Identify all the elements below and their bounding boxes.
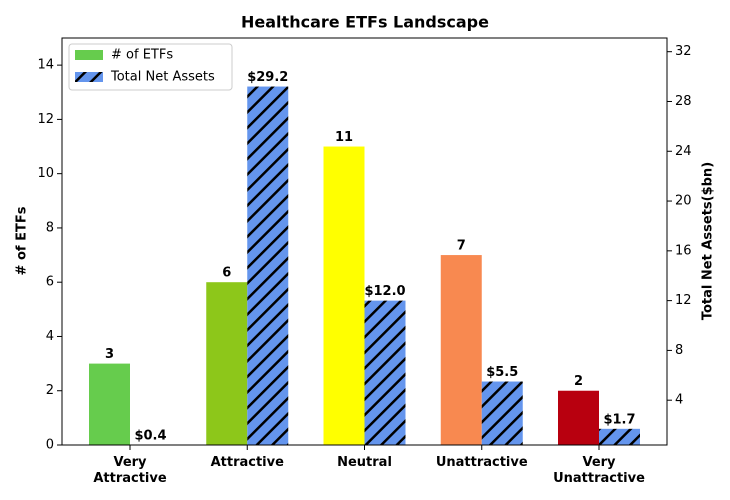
x-tick-line: Unattractive: [436, 455, 528, 470]
y2-tick-label: 20: [675, 194, 692, 209]
y-tick-label: 2: [46, 383, 54, 398]
value-label: $29.2: [247, 70, 288, 85]
legend-swatch: [75, 72, 103, 82]
bar: [481, 381, 523, 445]
x-tick-line: Attractive: [93, 471, 167, 486]
value-label: 6: [222, 266, 231, 281]
y2-axis-label: Total Net Assets($bn): [701, 162, 716, 320]
x-tick-label: Very Unattractive: [553, 455, 645, 486]
bar: [323, 146, 365, 446]
x-tick-label: Unattractive: [436, 455, 528, 470]
bar: [89, 363, 130, 445]
bar: [247, 86, 289, 445]
bar: [364, 300, 406, 445]
chart-title: Healthcare ETFs Landscape: [241, 13, 489, 32]
y2-tick-label: 12: [675, 293, 692, 308]
y2-tick-label: 4: [675, 393, 683, 408]
value-label: $5.5: [486, 365, 518, 380]
y-tick-label: 4: [46, 329, 54, 344]
y2-tick-label: 24: [675, 144, 692, 159]
x-tick-label: Attractive: [211, 455, 285, 470]
x-tick-label: Neutral: [337, 455, 392, 470]
bar: [206, 282, 248, 445]
plot-frame: [61, 37, 668, 446]
value-label: 3: [105, 347, 114, 362]
value-label: $0.4: [134, 429, 166, 444]
bar: [440, 255, 482, 445]
y-tick-label: 6: [46, 275, 54, 290]
bar: [599, 428, 640, 445]
y2-tick-label: 32: [675, 44, 692, 59]
value-label: $1.7: [603, 412, 635, 427]
y2-tick-label: 8: [675, 343, 683, 358]
value-label: 11: [335, 130, 353, 145]
y-axis-label: # of ETFs: [15, 206, 30, 275]
y-tick-label: 8: [46, 220, 54, 235]
legend-label: Total Net Assets: [110, 70, 215, 85]
y-tick-label: 0: [46, 438, 54, 453]
y2-tick-label: 28: [675, 94, 692, 109]
y-tick-label: 12: [37, 112, 54, 127]
legend-swatch: [75, 50, 103, 60]
legend-box: [68, 43, 233, 91]
y-tick-label: 10: [37, 166, 54, 181]
x-tick-line: Very: [113, 455, 147, 470]
legend-label: # of ETFs: [111, 48, 173, 63]
value-label: $12.0: [364, 284, 405, 299]
x-tick-line: Unattractive: [553, 471, 645, 486]
x-tick-line: Neutral: [337, 455, 392, 470]
value-label: 2: [574, 374, 583, 389]
y2-tick-label: 16: [675, 243, 692, 258]
x-tick-line: Attractive: [211, 455, 285, 470]
value-label: 7: [457, 239, 466, 254]
x-tick-label: Very Attractive: [93, 455, 167, 486]
bar: [558, 390, 599, 445]
y-tick-label: 14: [37, 58, 54, 73]
x-tick-line: Very: [582, 455, 616, 470]
